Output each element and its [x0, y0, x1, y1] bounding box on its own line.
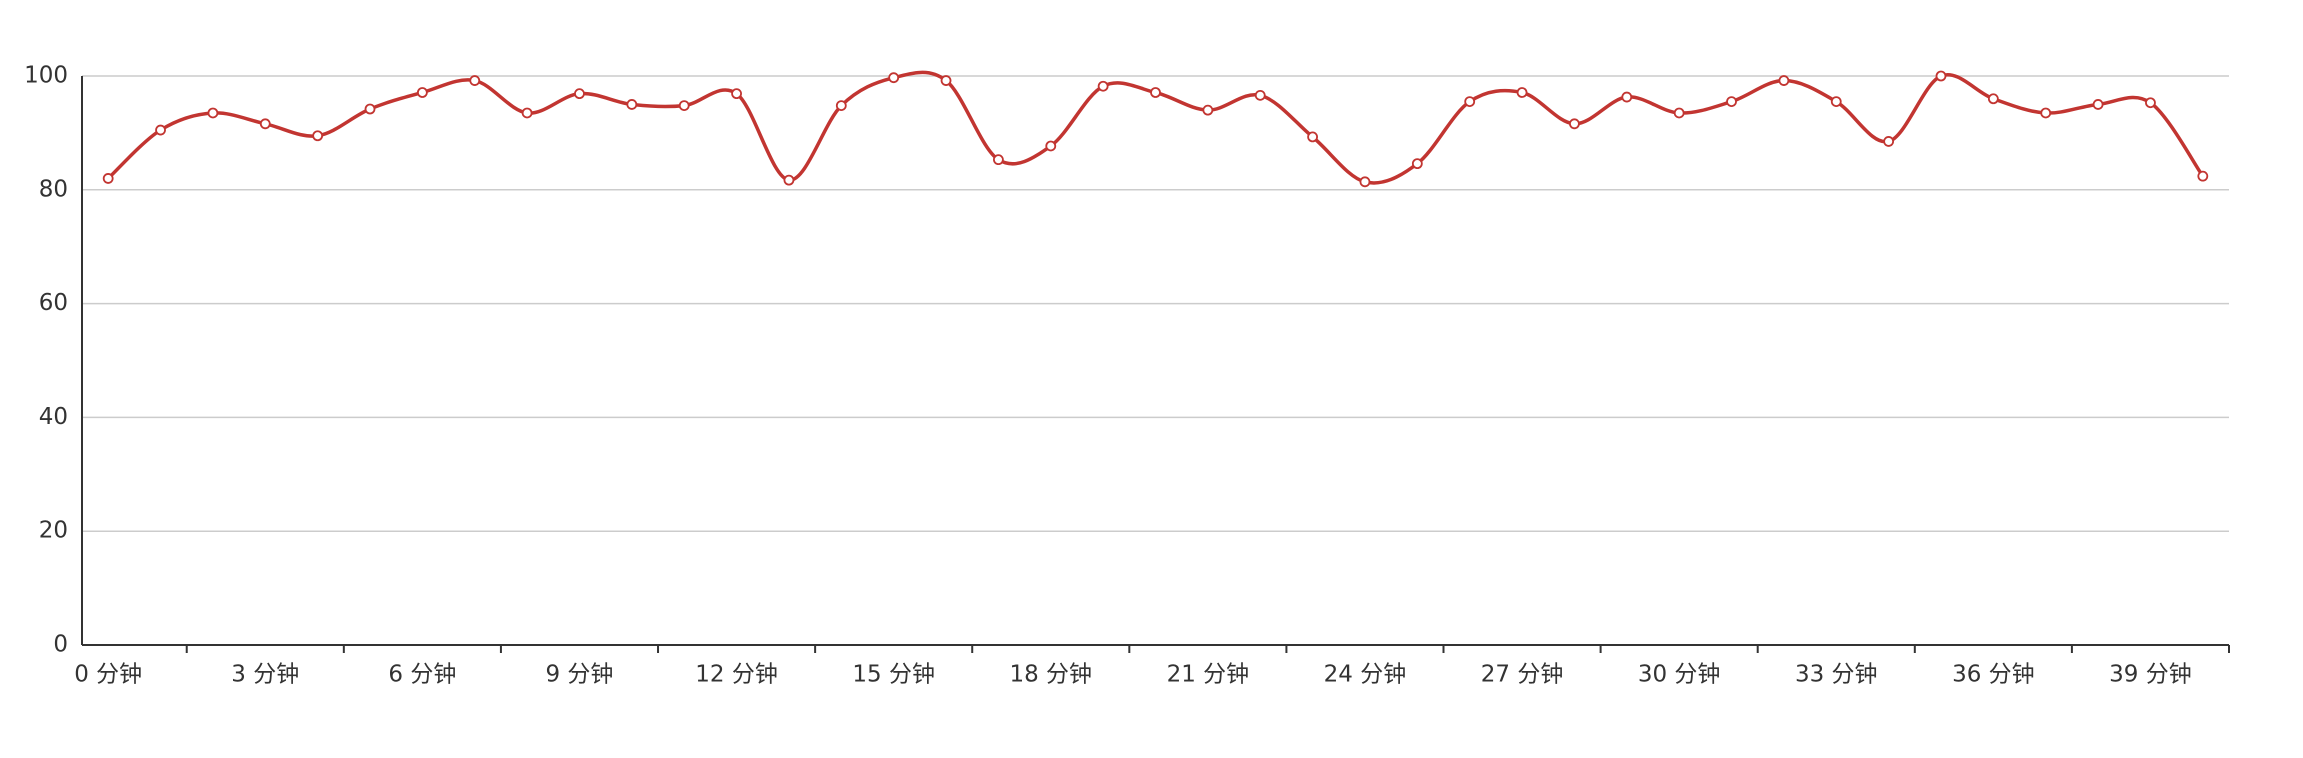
x-tick-label: 6 分钟: [388, 662, 456, 688]
x-tick-label: 0 分钟: [74, 662, 142, 688]
point: [2040, 107, 2052, 119]
point: [1726, 96, 1737, 108]
point: [312, 130, 324, 142]
point: [783, 174, 795, 186]
y-tick-label: 40: [39, 404, 68, 430]
point: [1621, 91, 1633, 103]
x-tick-label: 9 分钟: [545, 662, 613, 688]
point: [1935, 70, 1947, 82]
x-tick-label: 30 分钟: [1638, 662, 1721, 688]
point: [1778, 75, 1790, 86]
point: [102, 173, 114, 184]
point: [2197, 170, 2209, 182]
point: [993, 154, 1004, 166]
x-tick-label: 3 分钟: [231, 662, 299, 688]
x-tick-label: 18 分钟: [1009, 662, 1092, 688]
point: [1830, 96, 1842, 108]
point: [1359, 176, 1371, 188]
point: [364, 103, 376, 115]
point: [1254, 89, 1266, 101]
point: [678, 100, 690, 111]
y-tick-label: 80: [39, 176, 68, 202]
point: [731, 88, 742, 100]
point: [1411, 158, 1423, 170]
point: [155, 124, 166, 136]
point: [940, 75, 952, 86]
x-tick-label: 33 分钟: [1795, 662, 1878, 688]
point: [259, 118, 271, 130]
x-tick-label: 21 分钟: [1167, 662, 1250, 688]
point: [626, 99, 638, 110]
point: [1150, 87, 1161, 98]
point: [1673, 107, 1685, 119]
point: [207, 107, 219, 119]
point: [1516, 87, 1528, 98]
point: [416, 87, 428, 98]
point: [469, 75, 481, 86]
point: [1464, 96, 1476, 108]
point: [835, 100, 847, 111]
x-tick-label: 39 分钟: [2109, 662, 2192, 688]
y-tick-label: 20: [39, 518, 68, 544]
point: [1202, 104, 1214, 116]
point: [2145, 97, 2156, 109]
x-tick-label: 36 分钟: [1952, 662, 2035, 688]
y-tick-label: 60: [39, 290, 68, 316]
point: [1883, 136, 1895, 147]
point: [574, 88, 585, 100]
x-tick-label: 15 分钟: [852, 662, 935, 688]
y-tick-label: 100: [24, 63, 68, 89]
point: [521, 107, 533, 119]
point: [1097, 80, 1109, 92]
x-tick-label: 27 分钟: [1481, 662, 1564, 688]
point: [1045, 140, 1057, 152]
point: [1307, 131, 1318, 143]
x-tick-label: 12 分钟: [695, 662, 778, 688]
point: [2092, 99, 2104, 110]
point: [888, 72, 900, 84]
y-tick-label: 0: [53, 632, 68, 658]
x-tick-label: 24 分钟: [1324, 662, 1407, 688]
point: [1569, 118, 1580, 130]
point: [1987, 93, 1999, 105]
